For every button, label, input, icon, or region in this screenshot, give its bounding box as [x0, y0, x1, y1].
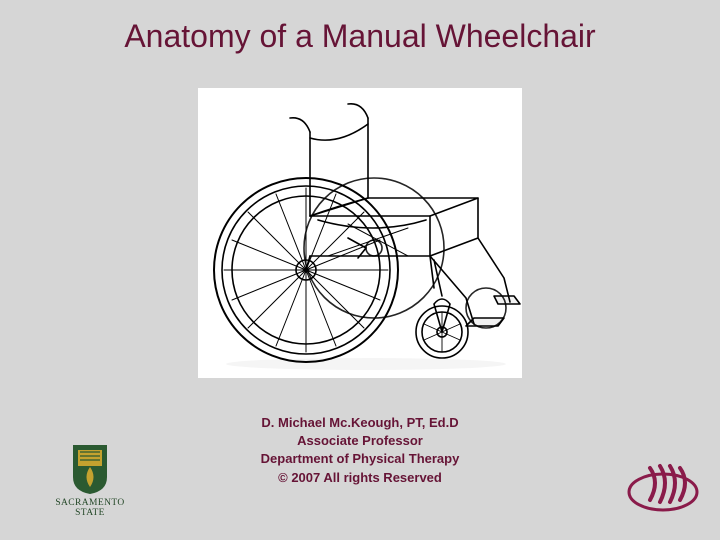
author-name: D. Michael Mc.Keough, PT, Ed.D [0, 414, 720, 432]
swoosh-icon [626, 462, 700, 512]
pt-swoosh-logo [626, 462, 700, 512]
sacramento-state-logo: SACRAMENTO STATE [44, 443, 136, 518]
wheelchair-line-drawing-icon [198, 88, 522, 378]
sac-state-seal-icon [69, 443, 111, 495]
wheelchair-figure [198, 88, 522, 378]
sac-state-text: SACRAMENTO STATE [44, 498, 136, 518]
slide-title: Anatomy of a Manual Wheelchair [0, 18, 720, 55]
